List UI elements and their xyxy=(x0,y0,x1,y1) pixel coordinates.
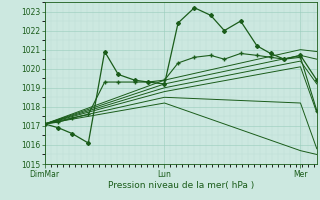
X-axis label: Pression niveau de la mer( hPa ): Pression niveau de la mer( hPa ) xyxy=(108,181,254,190)
